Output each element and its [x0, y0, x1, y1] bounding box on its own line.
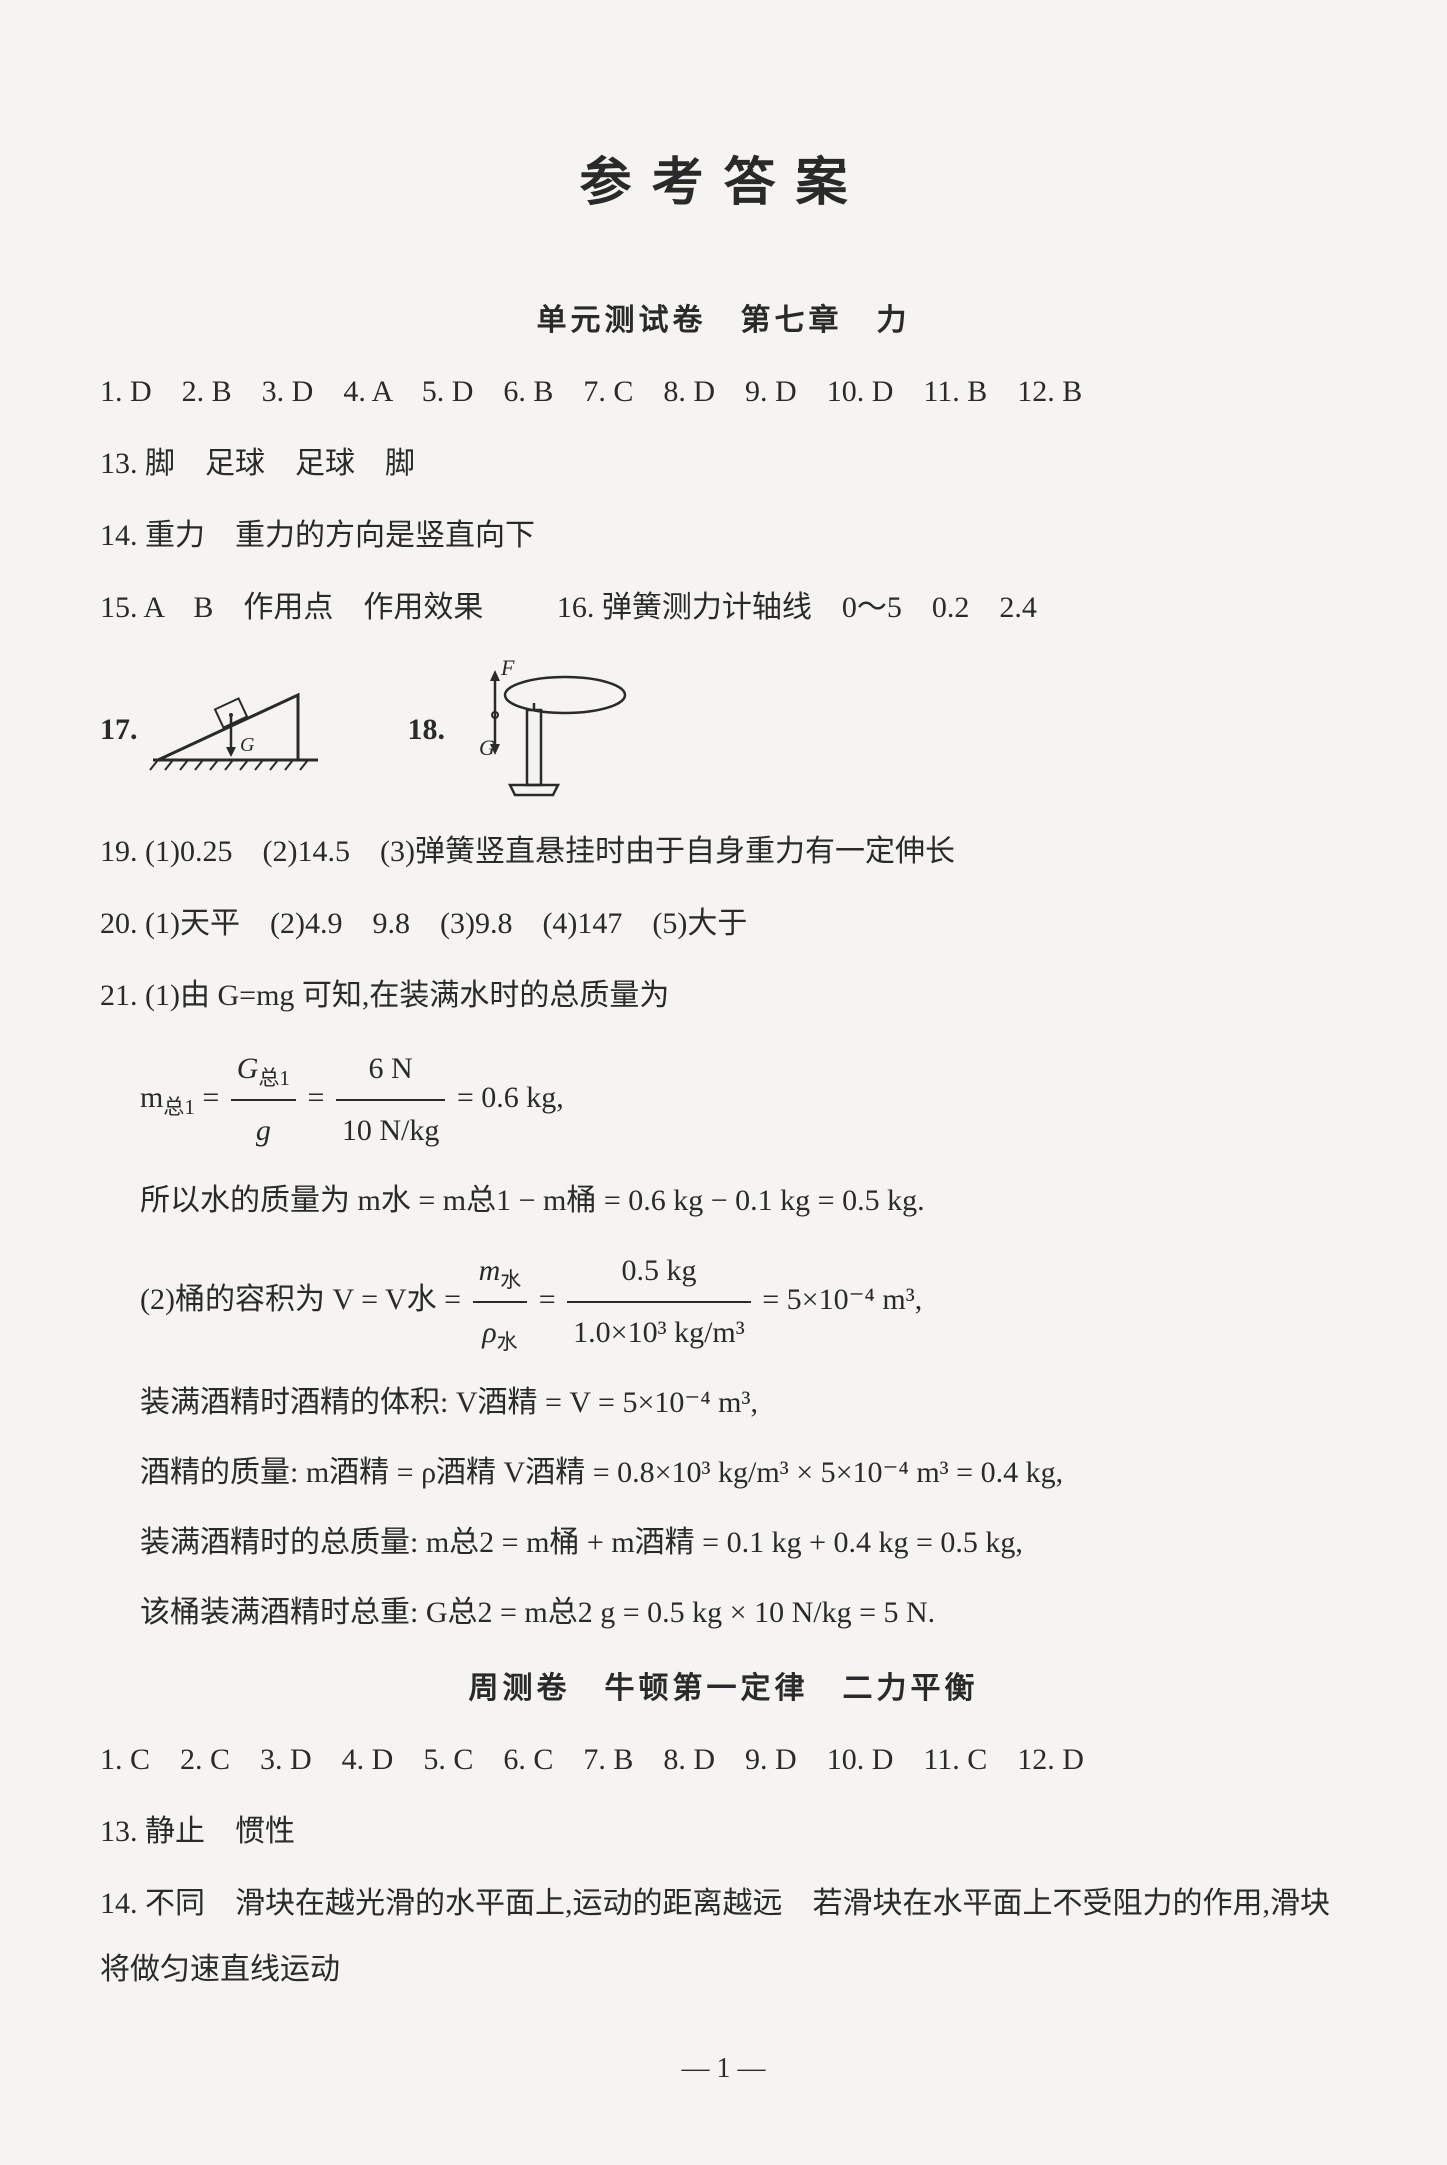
diagram-17-box: 17. G [100, 675, 328, 785]
q21-line6: 装满酒精时的总质量: m总2 = m桶 + m酒精 = 0.1 kg + 0.4… [140, 1513, 1347, 1573]
q14-answer: 14. 重力 重力的方向是竖直向下 [100, 503, 1347, 569]
q20-answer: 20. (1)天平 (2)4.9 9.8 (3)9.8 (4)147 (5)大于 [100, 891, 1347, 957]
q15-q16-answer: 15. A B 作用点 作用效果 16. 弹簧测力计轴线 0～5 0.2 2.4 [100, 575, 1347, 641]
section2-q13: 13. 静止 惯性 [100, 1799, 1347, 1865]
q21-line4: 装满酒精时酒精的体积: V酒精 = V = 5×10⁻⁴ m³, [140, 1373, 1347, 1433]
q21-line2: 所以水的质量为 m水 = m总1 − m桶 = 0.6 kg − 0.1 kg … [140, 1171, 1347, 1231]
section1-title: 单元测试卷 第七章 力 [100, 295, 1347, 339]
eq1-num: 6 N [336, 1039, 446, 1101]
svg-text:G: G [240, 734, 255, 756]
q21-eq1: m总1 = G总1 g = 6 N 10 N/kg = 0.6 kg, [140, 1039, 1347, 1161]
q13-answer: 13. 脚 足球 足球 脚 [100, 431, 1347, 497]
mcq-answers-1: 1. D 2. B 3. D 4. A 5. D 6. B 7. C 8. D … [100, 359, 1347, 425]
q19-answer: 19. (1)0.25 (2)14.5 (3)弹簧竖直悬挂时由于自身重力有一定伸… [100, 819, 1347, 885]
page-number: — 1 — [100, 2053, 1347, 2085]
q17-label: 17. [100, 713, 138, 747]
diagram-18-svg: F G [455, 655, 645, 805]
diagram-18-box: 18. F G [408, 655, 646, 805]
diagram-17-svg: G [148, 675, 328, 785]
q21-intro: 21. (1)由 G=mg 可知,在装满水时的总质量为 [100, 963, 1347, 1029]
q21-line3: (2)桶的容积为 V = V水 = m水 ρ水 = 0.5 kg 1.0×10³… [140, 1241, 1347, 1363]
section2-q14: 14. 不同 滑块在越光滑的水平面上,运动的距离越远 若滑块在水平面上不受阻力的… [100, 1871, 1347, 2003]
eq1-rhs: = 0.6 kg, [457, 1081, 564, 1114]
eq3-post: = 5×10⁻⁴ m³, [762, 1283, 922, 1316]
section2-mcq: 1. C 2. C 3. D 4. D 5. C 6. C 7. B 8. D … [100, 1727, 1347, 1793]
diagram-row: 17. G [100, 655, 1347, 805]
q21-line7: 该桶装满酒精时总重: G总2 = m总2 g = 0.5 kg × 10 N/k… [140, 1583, 1347, 1643]
q18-label: 18. [408, 713, 446, 747]
page-title: 参考答案 [100, 140, 1347, 215]
q21-line5: 酒精的质量: m酒精 = ρ酒精 V酒精 = 0.8×10³ kg/m³ × 5… [140, 1443, 1347, 1503]
q15-text: 15. A B 作用点 作用效果 [100, 591, 483, 624]
eq3-num: 0.5 kg [567, 1241, 751, 1303]
q16-text: 16. 弹簧测力计轴线 0～5 0.2 2.4 [557, 591, 1037, 624]
svg-text:F: F [500, 655, 515, 680]
eq1-den: 10 N/kg [336, 1101, 446, 1161]
eq3-den: 1.0×10³ kg/m³ [567, 1303, 751, 1363]
svg-text:G: G [479, 735, 495, 760]
section2-title: 周测卷 牛顿第一定律 二力平衡 [100, 1663, 1347, 1707]
